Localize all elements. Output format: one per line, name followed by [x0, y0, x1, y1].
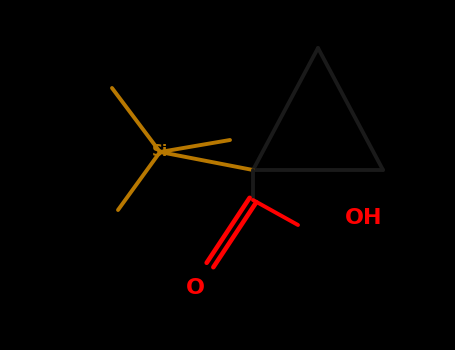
Text: Si: Si	[152, 145, 168, 160]
Text: O: O	[186, 278, 204, 298]
Text: OH: OH	[345, 208, 383, 228]
